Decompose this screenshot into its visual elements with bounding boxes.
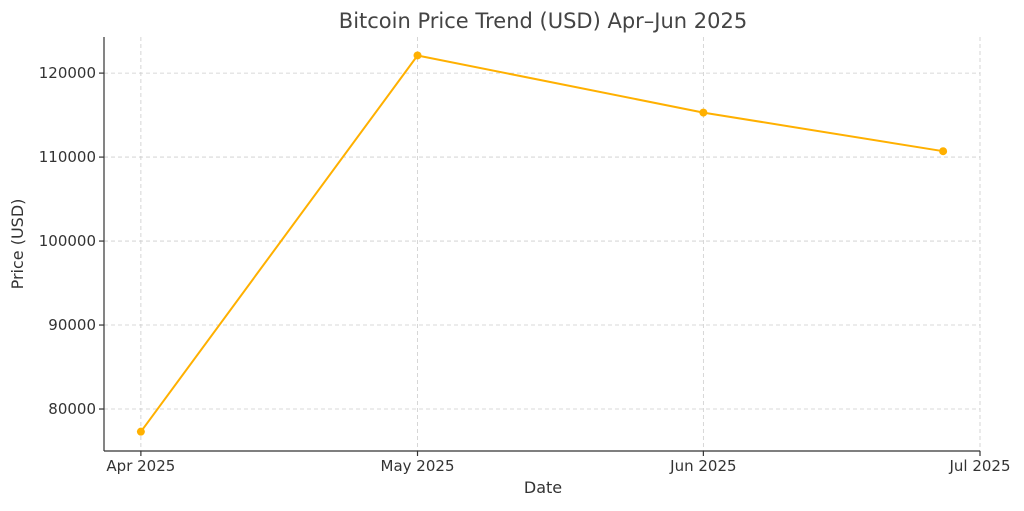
y-axis-label: Price (USD) xyxy=(8,199,27,290)
series-line-0 xyxy=(140,54,944,433)
y-tick-label-4: 120000 xyxy=(39,64,96,82)
data-point-1 xyxy=(413,51,422,60)
y-tick-label-2: 100000 xyxy=(39,232,96,250)
x-tick-label-1: May 2025 xyxy=(381,457,455,475)
grid xyxy=(104,37,981,451)
x-axis-label: Date xyxy=(524,478,562,497)
y-tick-label-3: 110000 xyxy=(39,148,96,166)
data-point-2 xyxy=(699,108,708,117)
x-tick-label-3: Jul 2025 xyxy=(948,457,1010,475)
chart-title: Bitcoin Price Trend (USD) Apr–Jun 2025 xyxy=(339,9,747,33)
x-tick-label-2: Jun 2025 xyxy=(669,457,736,475)
y-tick-label-1: 90000 xyxy=(48,316,96,334)
y-tick-label-0: 80000 xyxy=(48,400,96,418)
tick-labels: 80000 90000 100000 110000 120000 Apr 2025 May … xyxy=(39,64,1011,475)
data-point-0 xyxy=(136,427,145,436)
data-point-3 xyxy=(939,147,948,156)
axes xyxy=(99,37,981,456)
x-tick-label-0: Apr 2025 xyxy=(106,457,175,475)
series xyxy=(136,51,948,436)
